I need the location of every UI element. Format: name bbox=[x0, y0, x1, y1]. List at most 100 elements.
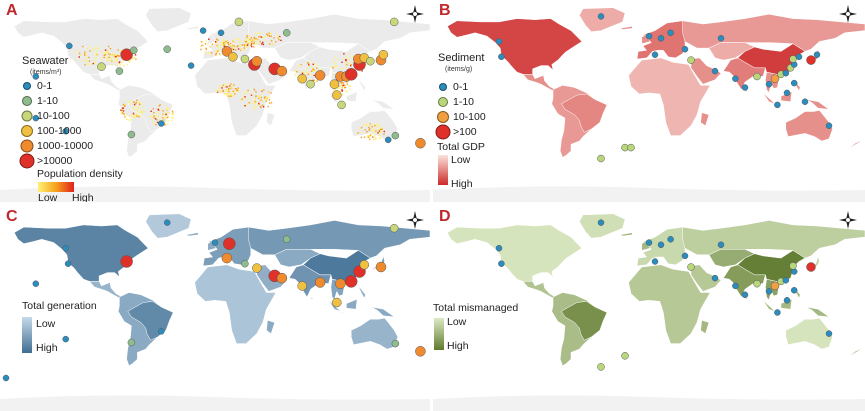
country-north-america bbox=[13, 18, 149, 75]
population-speckle bbox=[95, 57, 98, 59]
population-speckle bbox=[351, 61, 353, 63]
population-speckle bbox=[260, 106, 262, 109]
population-speckle bbox=[226, 89, 228, 92]
population-speckle bbox=[131, 114, 133, 117]
sampling-site-marker bbox=[66, 42, 73, 50]
population-speckle bbox=[270, 92, 272, 94]
population-speckle bbox=[215, 42, 217, 44]
population-speckle bbox=[92, 62, 94, 65]
sampling-site-marker bbox=[314, 70, 326, 81]
population-speckle bbox=[201, 44, 203, 47]
population-speckle bbox=[260, 32, 263, 34]
country-island-8 bbox=[310, 89, 314, 93]
panel-label: C bbox=[6, 208, 18, 225]
population-speckle bbox=[360, 126, 363, 129]
population-speckle bbox=[248, 39, 250, 41]
sampling-site-marker bbox=[806, 262, 816, 272]
population-speckle bbox=[210, 52, 213, 54]
sampling-site-marker bbox=[732, 282, 739, 290]
population-speckle bbox=[228, 93, 231, 95]
population-speckle bbox=[211, 43, 214, 45]
population-speckle bbox=[103, 56, 105, 59]
population-speckle bbox=[125, 118, 128, 120]
sampling-site-marker bbox=[415, 346, 426, 357]
population-speckle bbox=[139, 115, 141, 117]
population-speckle bbox=[125, 100, 127, 102]
population-speckle bbox=[88, 60, 91, 62]
population-speckle bbox=[234, 41, 236, 43]
population-speckle bbox=[219, 85, 221, 87]
population-speckle bbox=[368, 135, 370, 137]
population-speckle bbox=[254, 105, 257, 107]
country-central-america bbox=[89, 281, 123, 299]
population-speckle bbox=[372, 129, 374, 131]
legend-unit: (items/m³) bbox=[30, 69, 62, 76]
legend-marker-icon bbox=[19, 153, 35, 169]
sampling-site-marker bbox=[681, 252, 689, 260]
population-speckle bbox=[359, 127, 361, 130]
population-speckle bbox=[260, 36, 263, 38]
population-speckle bbox=[142, 105, 144, 107]
population-speckle bbox=[100, 58, 102, 61]
population-speckle bbox=[119, 51, 122, 53]
population-speckle bbox=[230, 43, 232, 45]
population-speckle bbox=[349, 53, 351, 55]
population-speckle bbox=[238, 38, 240, 40]
population-speckle bbox=[154, 118, 157, 120]
population-speckle bbox=[266, 98, 268, 101]
population-speckle bbox=[101, 56, 104, 59]
generation-ramp bbox=[22, 317, 32, 353]
population-speckle bbox=[377, 128, 380, 131]
country-greenland bbox=[579, 213, 626, 239]
population-speckle bbox=[342, 58, 344, 60]
population-speckle bbox=[116, 58, 119, 61]
population-speckle bbox=[340, 82, 342, 84]
population-speckle bbox=[104, 49, 107, 51]
sampling-site-marker bbox=[627, 143, 635, 152]
sampling-site-marker bbox=[297, 281, 307, 291]
population-speckle bbox=[303, 71, 305, 74]
sampling-site-marker bbox=[597, 154, 605, 163]
population-speckle bbox=[261, 43, 263, 45]
country-island-0 bbox=[762, 300, 786, 315]
population-speckle bbox=[112, 54, 114, 57]
sampling-site-marker bbox=[234, 17, 244, 27]
population-speckle bbox=[240, 48, 242, 51]
legend-marker-icon bbox=[21, 125, 33, 137]
population-speckle bbox=[128, 116, 131, 118]
population-speckle bbox=[258, 102, 260, 105]
country-island-6 bbox=[207, 241, 217, 251]
sampling-site-marker bbox=[366, 56, 375, 66]
country-island-7 bbox=[619, 25, 633, 30]
sampling-site-marker bbox=[199, 27, 207, 34]
country-island-1 bbox=[346, 298, 358, 310]
population-speckle bbox=[248, 98, 251, 100]
legend-title: Seawater bbox=[22, 55, 69, 67]
sampling-site-marker bbox=[765, 288, 773, 295]
sampling-site-marker bbox=[329, 79, 340, 89]
country-brazil bbox=[561, 301, 608, 341]
population-speckle bbox=[235, 38, 237, 41]
sampling-site-marker bbox=[495, 244, 503, 252]
population-speckle bbox=[225, 85, 227, 87]
population-speckle bbox=[244, 49, 246, 51]
population-speckle bbox=[251, 45, 253, 48]
sampling-site-marker bbox=[790, 287, 798, 294]
country-island-4 bbox=[848, 139, 863, 149]
population-speckle bbox=[383, 130, 385, 133]
population-speckle bbox=[169, 112, 171, 114]
gdp-ramp bbox=[438, 155, 448, 185]
population-speckle bbox=[111, 63, 113, 66]
sampling-site-marker bbox=[597, 363, 605, 371]
population-speckle bbox=[262, 43, 265, 46]
population-speckle bbox=[131, 107, 133, 110]
sampling-site-marker bbox=[790, 79, 798, 87]
population-speckle bbox=[341, 90, 344, 92]
population-speckle bbox=[253, 107, 255, 109]
legend-marker-icon bbox=[439, 83, 447, 91]
population-speckle bbox=[243, 47, 245, 49]
sampling-site-marker bbox=[498, 53, 505, 61]
sampling-site-marker bbox=[657, 35, 665, 42]
population-speckle bbox=[244, 39, 246, 42]
population-speckle bbox=[119, 63, 121, 66]
